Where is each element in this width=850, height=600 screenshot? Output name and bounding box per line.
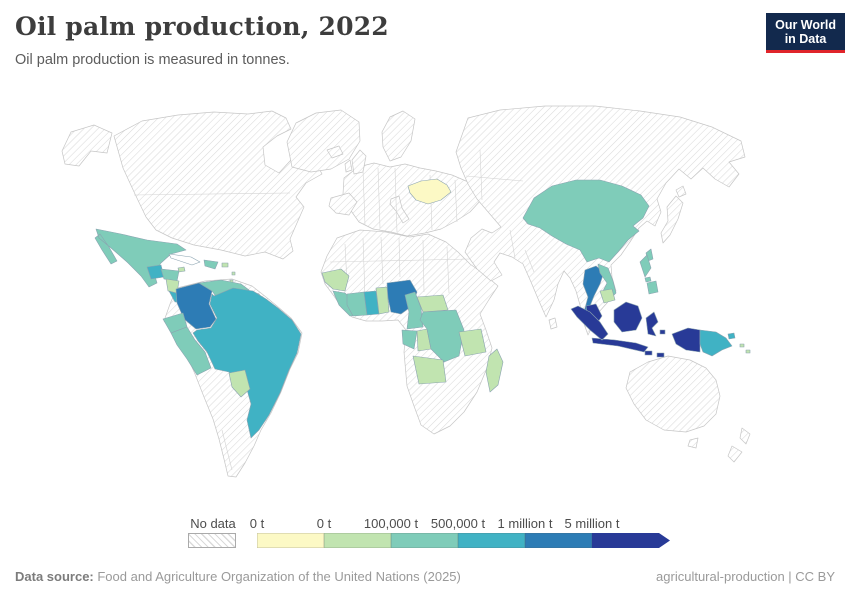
legend-bin-label-2: 100,000 t bbox=[363, 516, 419, 531]
region-hokkaido[interactable] bbox=[675, 185, 687, 198]
legend-seg-3[interactable] bbox=[458, 533, 525, 548]
country-indonesia[interactable] bbox=[570, 301, 701, 358]
region-tasmania[interactable] bbox=[687, 437, 699, 449]
country-honduras[interactable] bbox=[160, 268, 180, 282]
country-tanzania[interactable] bbox=[458, 328, 487, 357]
country-angola[interactable] bbox=[412, 355, 447, 385]
region-australia[interactable] bbox=[625, 355, 721, 433]
country-solomon-islands[interactable] bbox=[739, 343, 751, 354]
owid-logo-line1: Our World bbox=[775, 18, 836, 32]
chart-subtitle: Oil palm production is measured in tonne… bbox=[15, 52, 290, 68]
country-peru[interactable] bbox=[170, 326, 212, 376]
legend-seg-5[interactable] bbox=[592, 533, 670, 548]
page-title: Oil palm production, 2022 bbox=[15, 12, 389, 41]
region-ireland[interactable] bbox=[344, 159, 353, 173]
region-japan[interactable] bbox=[660, 195, 684, 244]
legend-seg-1[interactable] bbox=[324, 533, 391, 548]
legend-bin-label-4: 1 million t bbox=[497, 516, 553, 531]
country-cambodia[interactable] bbox=[599, 288, 616, 304]
country-paraguay[interactable] bbox=[228, 369, 251, 398]
legend-bin-label-5: 5 million t bbox=[564, 516, 620, 531]
legend-seg-2[interactable] bbox=[391, 533, 458, 548]
region-iberia[interactable] bbox=[328, 192, 358, 216]
country-cote-divoire[interactable] bbox=[346, 291, 368, 317]
legend-seg-4[interactable] bbox=[525, 533, 592, 548]
region-uk[interactable] bbox=[351, 149, 367, 175]
country-central-african-republic[interactable] bbox=[416, 294, 449, 313]
data-source: Data source: Food and Agriculture Organi… bbox=[15, 569, 461, 584]
legend-bin-label-0: 0 t bbox=[249, 516, 265, 531]
country-china[interactable] bbox=[522, 179, 650, 263]
region-italy[interactable] bbox=[389, 195, 410, 224]
region-iceland[interactable] bbox=[326, 145, 344, 159]
region-north-america[interactable] bbox=[113, 110, 323, 260]
country-cameroon[interactable] bbox=[404, 291, 424, 330]
country-papua-new-guinea[interactable] bbox=[699, 329, 736, 357]
country-jamaica[interactable] bbox=[177, 266, 186, 273]
country-togo-benin[interactable] bbox=[375, 286, 390, 315]
country-dominican-republic[interactable] bbox=[203, 259, 219, 270]
country-gabon[interactable] bbox=[401, 329, 418, 350]
country-senegal-guinea[interactable] bbox=[321, 268, 350, 292]
legend-colorbar bbox=[257, 533, 670, 548]
attribution: agricultural-production | CC BY bbox=[656, 569, 835, 584]
region-europe[interactable] bbox=[342, 162, 482, 237]
country-drc[interactable] bbox=[419, 309, 465, 363]
country-puerto-rico[interactable] bbox=[221, 262, 229, 268]
country-madagascar[interactable] bbox=[485, 348, 504, 393]
data-source-label: Data source: bbox=[15, 569, 94, 584]
legend-bin-label-3: 500,000 t bbox=[430, 516, 486, 531]
region-scandinavia[interactable] bbox=[381, 110, 416, 162]
country-cuba[interactable] bbox=[168, 253, 201, 266]
country-philippines[interactable] bbox=[639, 254, 659, 295]
legend-bin-label-1: 0 t bbox=[316, 516, 332, 531]
region-sri-lanka[interactable] bbox=[548, 317, 558, 330]
region-alaska[interactable] bbox=[61, 124, 113, 167]
legend-seg-0[interactable] bbox=[257, 533, 324, 548]
region-new-zealand[interactable] bbox=[727, 427, 751, 463]
owid-logo[interactable]: Our World in Data bbox=[766, 13, 845, 53]
legend-no-data-label: No data bbox=[190, 516, 236, 531]
country-brazil[interactable] bbox=[192, 287, 302, 439]
data-source-text: Food and Agriculture Organization of the… bbox=[93, 569, 461, 584]
country-ukraine[interactable] bbox=[407, 178, 452, 205]
legend-no-data-swatch[interactable] bbox=[188, 533, 236, 548]
region-greenland[interactable] bbox=[286, 109, 361, 173]
owid-logo-line2: in Data bbox=[784, 32, 827, 46]
